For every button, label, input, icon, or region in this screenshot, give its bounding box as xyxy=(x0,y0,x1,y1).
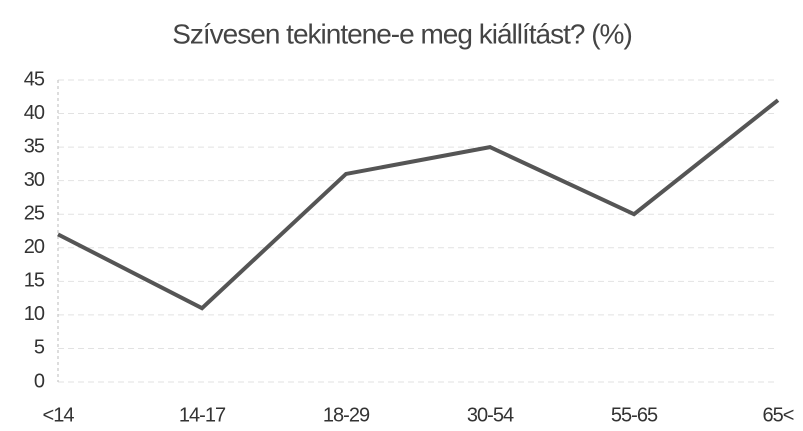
y-tick-label: 10 xyxy=(24,303,45,325)
y-tick-label: 25 xyxy=(24,203,45,225)
data-line xyxy=(57,98,780,311)
x-tick-label: <14 xyxy=(43,404,75,426)
y-tick-label: 35 xyxy=(24,135,45,157)
x-tick-label: 65< xyxy=(763,404,794,426)
y-tick-label: 5 xyxy=(34,337,45,359)
y-tick-label: 30 xyxy=(24,169,45,191)
x-tick-label: 14-17 xyxy=(179,404,226,426)
y-tick-label: 0 xyxy=(34,370,45,392)
y-tick-label: 40 xyxy=(24,102,45,124)
x-tick-label: 30-54 xyxy=(467,404,514,426)
y-tick-label: 45 xyxy=(24,68,45,90)
x-tick-label: 18-29 xyxy=(323,404,370,426)
y-tick-label: 20 xyxy=(24,236,45,258)
x-tick-label: 55-65 xyxy=(611,404,658,426)
y-tick-label: 15 xyxy=(24,270,45,292)
chart-title: Szívesen tekintene-e meg kiállítást? (%) xyxy=(172,18,632,49)
